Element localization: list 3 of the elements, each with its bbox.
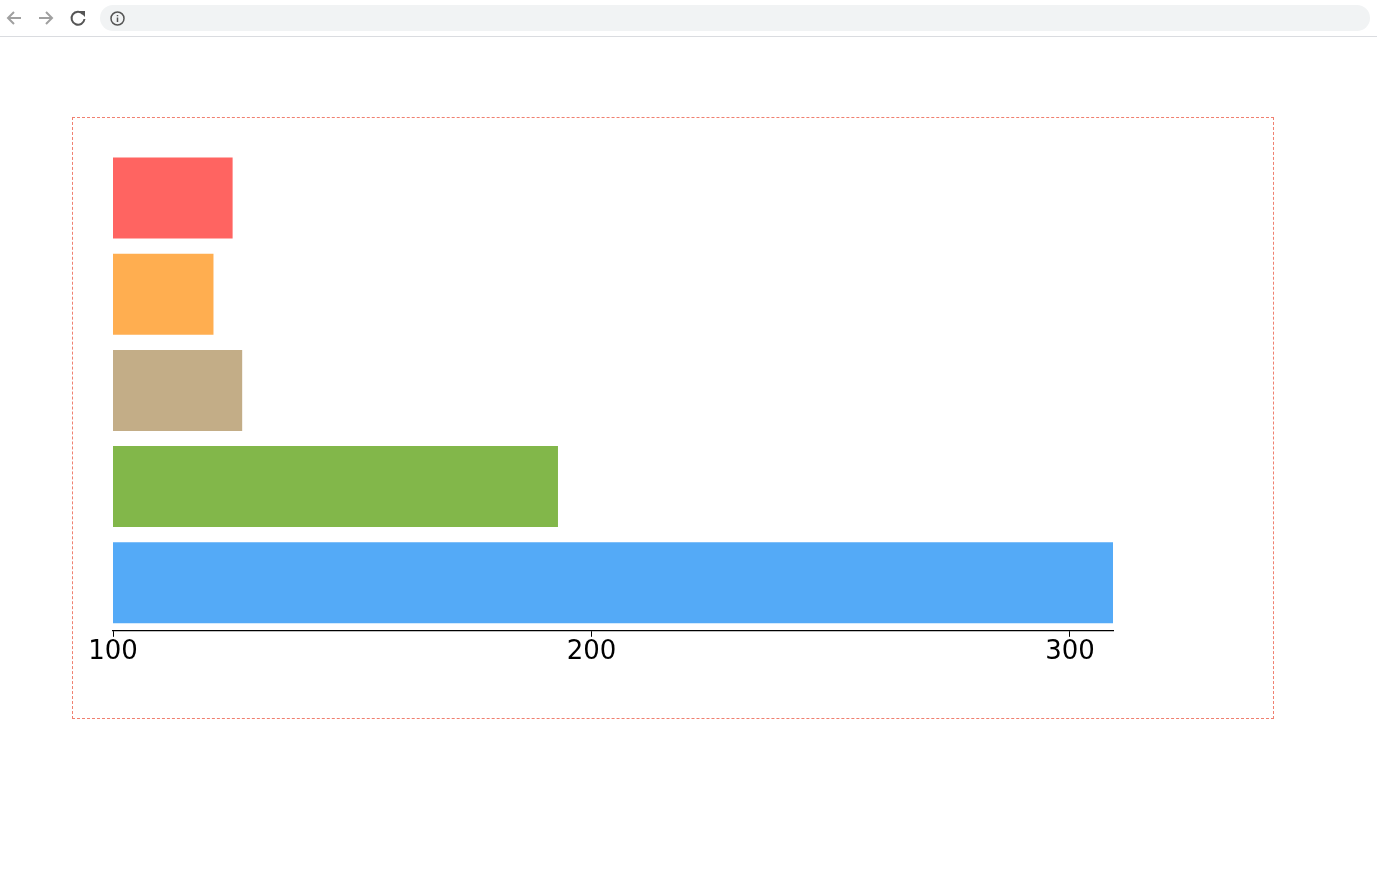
- x-tick-label: 300: [1045, 635, 1095, 666]
- x-tick-label: 100: [88, 635, 138, 666]
- x-tick-label: 200: [566, 635, 617, 666]
